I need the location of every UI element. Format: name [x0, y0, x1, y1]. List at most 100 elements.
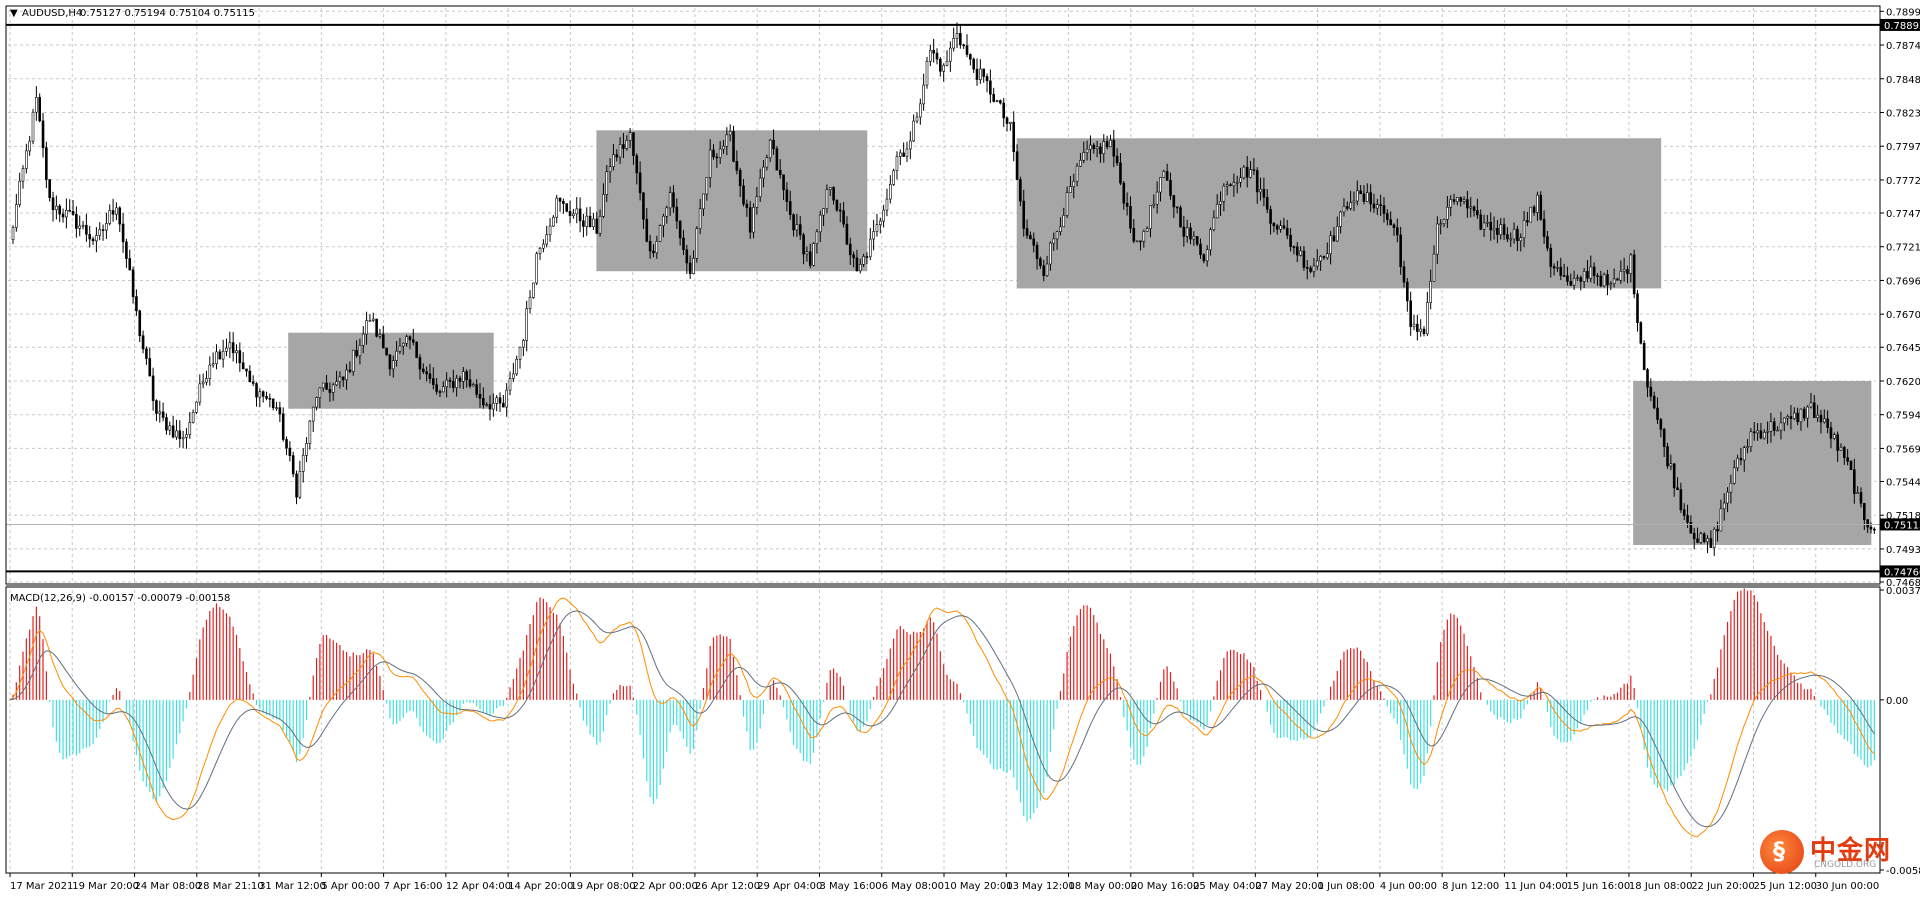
time-tick-label: 18 Jun 08:00 — [1629, 881, 1693, 892]
candle-body — [945, 60, 949, 66]
candle-body — [608, 166, 612, 173]
candle-body — [408, 336, 412, 341]
candle-body — [1069, 186, 1072, 193]
candle-body — [929, 50, 932, 62]
candle-body — [455, 377, 458, 388]
candle-body — [1412, 323, 1416, 327]
candle-body — [118, 207, 122, 225]
candle-body — [1589, 266, 1593, 279]
candle-body — [115, 207, 118, 215]
candle-body — [95, 235, 98, 242]
candle-body — [525, 308, 529, 341]
candle-body — [1155, 191, 1159, 205]
candle-body — [585, 215, 589, 227]
candle-body — [98, 229, 102, 236]
consolidation-box[interactable] — [288, 332, 494, 409]
candle-body — [435, 384, 438, 392]
candle-body — [982, 68, 985, 77]
candle-body — [478, 393, 482, 399]
candle-body — [1225, 184, 1229, 187]
candle-body — [18, 180, 21, 205]
candle-body — [1199, 243, 1202, 255]
signal-line — [9, 610, 1875, 828]
candle-body — [868, 238, 872, 258]
candle-body — [765, 157, 769, 168]
time-tick-label: 28 Mar 21:10 — [197, 881, 264, 892]
time-tick-label: 1 Jun 08:00 — [1318, 881, 1375, 892]
candle-body — [1486, 221, 1489, 224]
candle-body — [231, 342, 235, 354]
candle-body — [1162, 171, 1166, 178]
candle-body — [1469, 206, 1473, 209]
candle-body — [1476, 210, 1479, 216]
candle-body — [31, 111, 35, 142]
candle-body — [578, 208, 582, 222]
candle-body — [638, 172, 642, 194]
candle-body — [668, 192, 672, 209]
candle-body — [1596, 275, 1599, 277]
candle-body — [1119, 162, 1122, 184]
candle-body — [1579, 277, 1583, 282]
candle-body — [1836, 434, 1839, 451]
candle-body — [1592, 266, 1596, 276]
candle-body — [738, 169, 742, 187]
candle-body — [38, 96, 41, 122]
candle-body — [1065, 192, 1069, 216]
candle-body — [1769, 421, 1773, 432]
time-tick-label: 19 Apr 08:00 — [570, 881, 635, 892]
candle-body — [742, 185, 745, 205]
time-tick-label: 22 Apr 00:00 — [633, 881, 698, 892]
candle-body — [1542, 218, 1546, 237]
candle-body — [1325, 253, 1329, 258]
time-tick-label: 31 Mar 12:00 — [259, 881, 326, 892]
candle-body — [1676, 487, 1679, 490]
candle-body — [1646, 369, 1649, 388]
candle-body — [1429, 281, 1432, 303]
candle-body — [1112, 139, 1116, 157]
candle-body — [715, 156, 719, 159]
candle-body — [1009, 121, 1012, 124]
candle-body — [241, 362, 245, 370]
consolidation-box[interactable] — [1633, 380, 1872, 545]
time-tick-label: 3 May 16:00 — [819, 881, 881, 892]
candle-body — [1319, 256, 1322, 262]
candle-body — [1599, 275, 1603, 287]
candle-body — [308, 420, 312, 444]
candle-body — [1025, 228, 1029, 236]
candle-body — [1085, 148, 1089, 153]
candle-body — [858, 264, 862, 272]
time-tick-label: 7 Apr 16:00 — [384, 881, 443, 892]
candle-body — [155, 400, 158, 414]
consolidation-box[interactable] — [1016, 138, 1662, 289]
candle-body — [381, 334, 385, 349]
candle-body — [1045, 263, 1049, 277]
candle-body — [75, 214, 78, 229]
candle-body — [935, 52, 939, 60]
candle-body — [1185, 227, 1189, 237]
candle-body — [1549, 247, 1553, 267]
candle-body — [1029, 235, 1032, 240]
candle-body — [1345, 206, 1349, 209]
chart-menu-triangle[interactable]: ▼ — [10, 8, 18, 19]
candle-body — [698, 208, 702, 229]
candle-body — [395, 350, 398, 361]
candle-body — [258, 391, 262, 398]
candle-body — [548, 225, 552, 236]
candle-body — [1726, 491, 1729, 504]
candle-body — [909, 140, 912, 150]
price-tick-label: 0.74680 — [1886, 578, 1920, 589]
logo-brand-text: 中金网 — [1810, 836, 1892, 866]
price-tick-label: 0.75945 — [1886, 411, 1920, 422]
candle-body — [1856, 492, 1859, 495]
candle-body — [1359, 190, 1362, 195]
candle-body — [388, 354, 392, 370]
candle-body — [1636, 293, 1639, 323]
candle-body — [1019, 179, 1022, 202]
candle-body — [1295, 246, 1299, 256]
consolidation-box[interactable] — [596, 130, 868, 272]
candle-body — [989, 80, 992, 95]
time-tick-label: 25 Jun 12:00 — [1753, 881, 1817, 892]
